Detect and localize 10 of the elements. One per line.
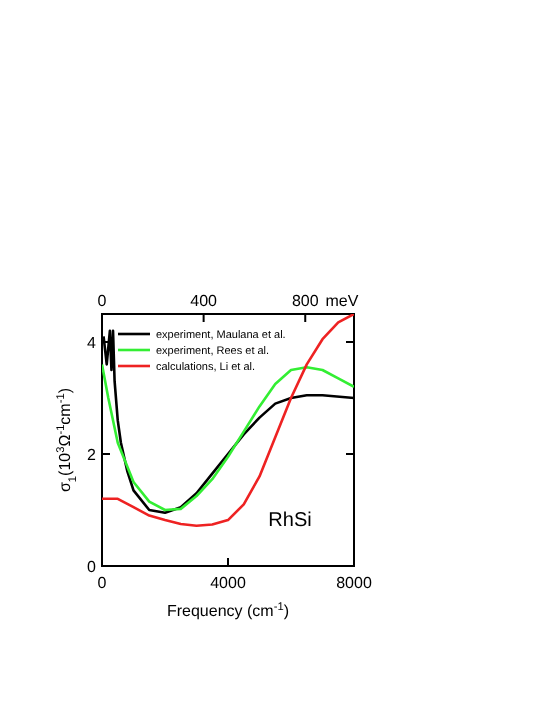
x-axis-title: Frequency (cm$^{-1}$) <box>166 602 290 620</box>
y-tick-label: 4 <box>87 334 98 352</box>
x2-axis-title: meV <box>325 292 360 310</box>
x-tick-label: 8000 <box>336 574 373 592</box>
x-tick-label: 4000 <box>210 574 247 592</box>
y-tick-label: 0 <box>87 558 98 576</box>
y-tick-label: 2 <box>87 446 98 464</box>
x2-tick-label: 400 <box>190 292 219 310</box>
x2-tick-label: 800 <box>291 292 320 310</box>
annotation: RhSi <box>268 510 312 532</box>
